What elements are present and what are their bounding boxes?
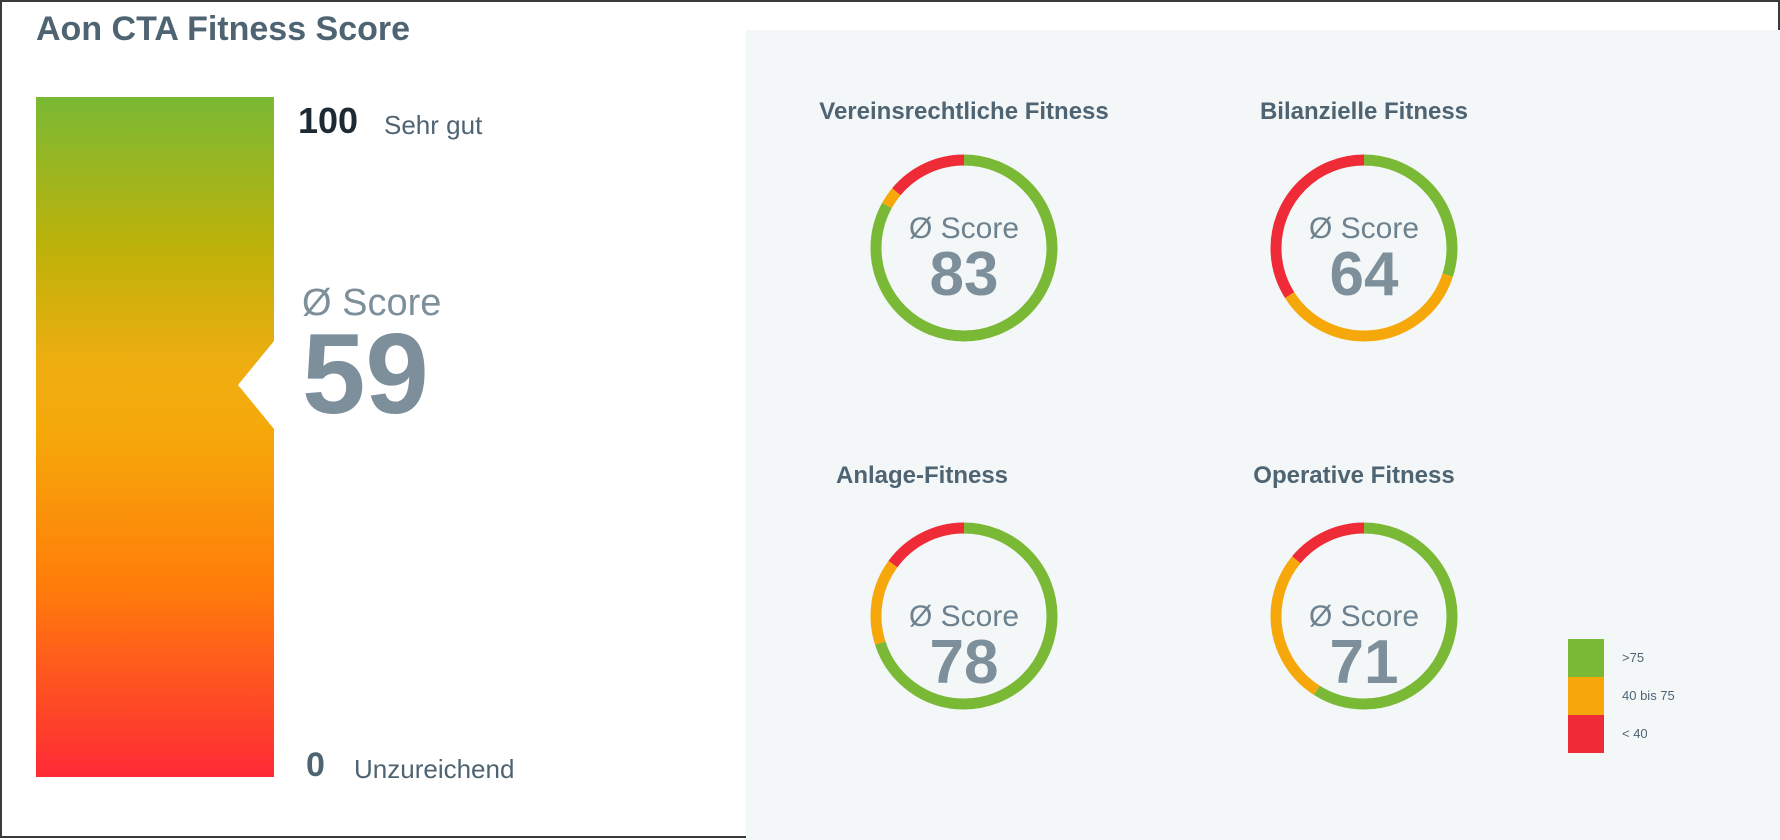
gauge-score-label: Ø Score [1308,600,1420,633]
overall-score-label: Ø Score [302,282,442,324]
donut-segment-40-bis-75 [1270,154,1458,342]
gauge-score-value: 78 [929,628,999,697]
overall-score-value: 59 [302,311,429,438]
donut-segment-40-bis-75 [1270,522,1458,710]
legend-label: >75 [1622,650,1645,665]
donut-segment-40 [1270,522,1458,710]
overall-score-scale-bar [36,97,274,777]
page-title: Aon CTA Fitness Score [36,10,411,48]
legend-swatch-orange [1568,677,1604,715]
legend-swatch-red [1568,715,1604,753]
gauge-score-label: Ø Score [908,600,1020,633]
gauge-score-label: Ø Score [1308,212,1420,245]
score-marker-notch [238,341,274,429]
donut-ring [870,522,1058,710]
donut-segment-40 [870,154,1058,342]
donut-ring [1270,154,1458,342]
scale-min-value: 0 [306,746,325,784]
gauge-title: Vereinsrechtliche Fitness [819,98,1109,125]
gauge-title: Bilanzielle Fitness [1259,98,1469,125]
donut-ring [870,154,1058,342]
gauge-title: Operative Fitness [1253,462,1455,489]
legend-label: < 40 [1622,726,1648,741]
legend-label: 40 bis 75 [1622,688,1675,703]
scale-max-value: 100 [298,100,359,141]
donut-ring [1270,522,1458,710]
gauge-score-value: 83 [929,240,999,309]
gauge-title: Anlage-Fitness [835,462,1009,489]
legend-swatch-green [1568,639,1604,677]
donut-segment-40 [1270,154,1458,342]
gauge-score-value: 64 [1329,240,1399,309]
scale-max-label: Sehr gut [384,110,483,140]
donut-segment-40-bis-75 [870,522,1058,710]
gauge-score-value: 71 [1329,628,1399,697]
category-panel [746,30,1780,840]
gauge-score-label: Ø Score [908,212,1020,245]
donut-segment-40 [870,522,1058,710]
scale-min-label: Unzureichend [354,754,515,784]
